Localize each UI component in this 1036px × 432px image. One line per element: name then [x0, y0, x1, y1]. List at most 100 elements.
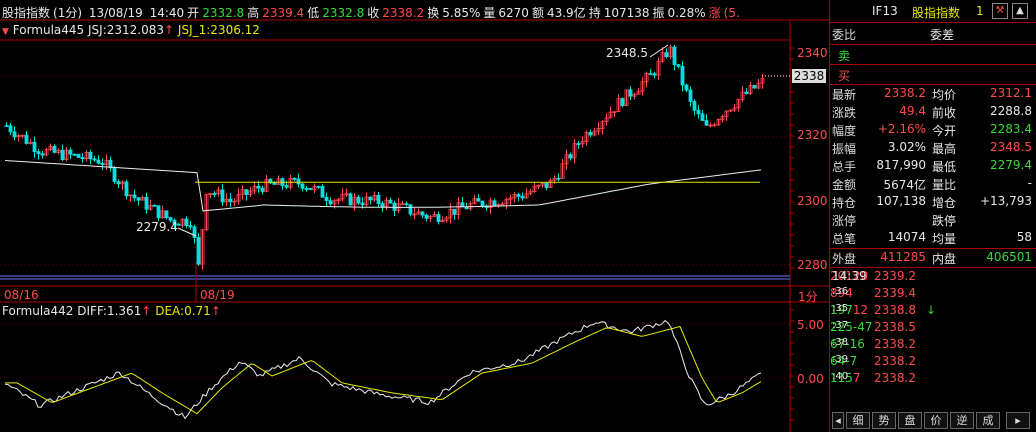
axis-tick: 2300 — [797, 194, 828, 208]
stat-value: +13,793 — [979, 194, 1032, 208]
candle-body — [88, 151, 93, 160]
period-label[interactable]: 1分 — [798, 290, 818, 304]
candle-body — [380, 203, 385, 208]
candle-body — [748, 85, 753, 94]
candle-body — [116, 181, 121, 185]
formula-main[interactable]: ▼ Formula445 JSJ:2312.083↑ JSJ_1:2306.12 — [2, 23, 260, 37]
candle-body — [712, 124, 717, 127]
tick-delta: -47 — [852, 320, 873, 334]
tick-row: :35 2338.8 ↓ 19712 — [830, 303, 1036, 320]
stat-value: +2.16% — [877, 122, 926, 136]
tick-delta: -7 — [845, 354, 858, 368]
tick-delta: 20 — [852, 269, 869, 283]
candle-body — [372, 194, 377, 201]
candle-body — [292, 177, 297, 180]
chart-area[interactable]: 股指指数 (1分) 13/08/19 14:40 开 2332.8 高 2339.4 低 23… — [0, 0, 829, 432]
jsj1-value: 2306.12 — [210, 23, 260, 37]
diff-line — [4, 319, 762, 420]
candle-body — [320, 186, 325, 198]
formula-main-name: Formula445 — [12, 23, 85, 37]
panel-tab[interactable]: 势 — [872, 412, 896, 429]
candle-body — [508, 197, 513, 200]
candle-body — [500, 203, 505, 206]
candle-body — [128, 194, 133, 197]
candle-body — [348, 193, 353, 206]
candle-body — [432, 214, 437, 217]
buy-row[interactable]: 买 — [830, 67, 1036, 85]
panel-tab[interactable]: 盘 — [898, 412, 922, 429]
candle-body — [680, 65, 685, 86]
stat-row: 涨跌 49.4 前收 2288.8 — [830, 104, 1036, 122]
info-bar: 股指指数 (1分) 13/08/19 14:40 开 2332.8 高 2339.4 低 23… — [2, 4, 743, 21]
panel-tab[interactable]: 细 — [846, 412, 870, 429]
period: (1分) — [53, 6, 83, 20]
candle-body — [56, 149, 61, 153]
candle-body — [568, 154, 573, 159]
candle-body — [708, 124, 713, 127]
candle-body — [248, 190, 253, 195]
dea-label: DEA: — [155, 304, 185, 318]
candle-body — [164, 210, 169, 218]
chg-value: (5. — [723, 6, 740, 20]
tool-icon[interactable]: ⚒ — [992, 3, 1008, 19]
candle-body — [324, 196, 329, 201]
time: 14:40 — [149, 6, 185, 20]
candle-body — [476, 198, 481, 202]
candle-body — [200, 229, 205, 265]
stat-row: 最新 2338.2 均价 2312.1 — [830, 86, 1036, 104]
stat-row: 持仓 107,138 增仓 +13,793 — [830, 194, 1036, 212]
candle-body — [656, 60, 661, 76]
jsj-value: 2312.083 — [106, 23, 165, 37]
tick-row: :37 2338.5 225-47 — [830, 320, 1036, 337]
scroll-left-icon[interactable]: ◂ — [832, 412, 844, 429]
candle-body — [560, 163, 565, 179]
candle-body — [616, 98, 621, 113]
panel-tab[interactable]: 成 — [976, 412, 1000, 429]
candle-body — [104, 159, 109, 165]
date: 13/08/19 — [88, 6, 143, 20]
candle-body — [100, 162, 105, 165]
candle-body — [596, 128, 601, 132]
close-label: 收 — [367, 6, 380, 20]
expand-icon[interactable]: ▲ — [1012, 3, 1028, 19]
open-value: 2332.8 — [202, 6, 245, 20]
candle-body — [252, 185, 257, 192]
candle-body — [40, 153, 45, 156]
candle-body — [608, 111, 613, 119]
candle-body — [156, 205, 161, 219]
candle-body — [192, 226, 197, 238]
up-arrow-icon: ↑ — [164, 23, 175, 37]
low-label: 低 — [307, 6, 320, 20]
stat-value: 2312.1 — [990, 86, 1032, 100]
tick-volume: 64 — [830, 354, 846, 368]
panel-tab[interactable]: 价 — [924, 412, 948, 429]
panel-tab[interactable]: 逆 — [950, 412, 974, 429]
candle-body — [584, 132, 589, 142]
sell-row[interactable]: 卖 — [830, 47, 1036, 65]
candle-body — [664, 52, 669, 58]
amp-value: 0.28% — [667, 6, 706, 20]
candle-body — [424, 214, 429, 219]
stat-label: 持仓 — [832, 196, 857, 210]
tick-price: 2338.2 — [874, 354, 916, 368]
candle-body — [376, 194, 381, 204]
candle-body — [76, 153, 81, 158]
tick-row: 14:39 2339.2 20120 — [830, 269, 1036, 286]
candle-body — [224, 198, 229, 203]
candle-body — [308, 188, 313, 190]
tick-time: 14:39 — [832, 269, 867, 283]
stat-value: 2279.4 — [990, 158, 1032, 172]
candle-body — [572, 143, 577, 159]
outer-label: 外盘 — [832, 252, 857, 266]
candle-body — [316, 186, 321, 188]
stat-value: 2288.8 — [990, 104, 1032, 118]
kline-chart[interactable] — [0, 0, 829, 432]
candle-body — [652, 73, 657, 76]
scroll-right-icon[interactable]: ▸ — [1006, 412, 1030, 429]
candle-body — [588, 132, 593, 136]
tick-time: :38 — [832, 337, 849, 348]
formula-sub[interactable]: Formula442 DIFF:1.361↑ DEA:0.71↑ — [2, 304, 221, 318]
candle-body — [140, 196, 145, 201]
axis-tick: 2340 — [797, 46, 828, 60]
high-value: 2339.4 — [262, 6, 305, 20]
